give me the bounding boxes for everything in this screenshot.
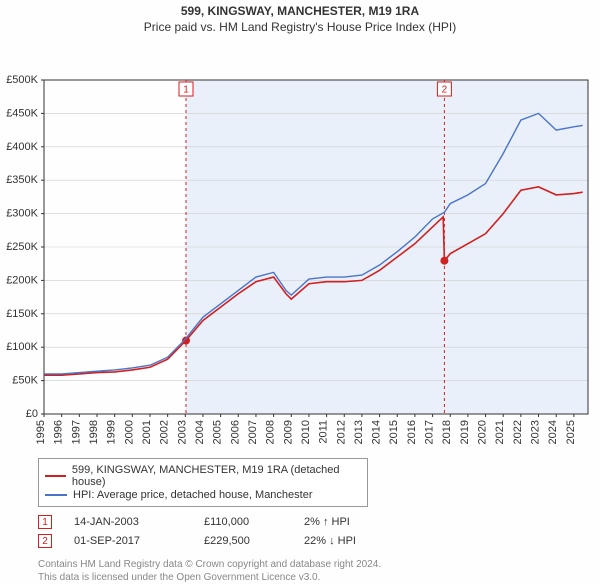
svg-text:2006: 2006 — [229, 420, 241, 444]
svg-text:£450K: £450K — [6, 107, 38, 119]
svg-text:2016: 2016 — [406, 420, 418, 444]
chart-title-address: 599, KINGSWAY, MANCHESTER, M19 1RA — [0, 4, 600, 18]
svg-text:2019: 2019 — [459, 420, 471, 444]
svg-text:2015: 2015 — [388, 420, 400, 444]
svg-text:£50K: £50K — [12, 375, 38, 387]
sale-delta: 22% ↓ HPI — [304, 535, 394, 547]
svg-text:£400K: £400K — [6, 141, 38, 153]
svg-text:£350K: £350K — [6, 174, 38, 186]
legend-row: HPI: Average price, detached house, Manc… — [45, 489, 361, 501]
svg-text:1995: 1995 — [35, 420, 47, 444]
svg-text:2004: 2004 — [194, 420, 206, 444]
svg-text:2025: 2025 — [565, 420, 577, 444]
svg-text:2023: 2023 — [530, 420, 542, 444]
svg-text:2009: 2009 — [282, 420, 294, 444]
chart-title-subtitle: Price paid vs. HM Land Registry's House … — [0, 20, 600, 34]
sale-date: 01-SEP-2017 — [74, 535, 204, 547]
sale-price: £110,000 — [204, 516, 304, 528]
svg-text:2: 2 — [442, 85, 448, 96]
svg-text:2007: 2007 — [247, 420, 259, 444]
footer-line2: This data is licensed under the Open Gov… — [38, 571, 600, 584]
sales-table: 1 14-JAN-2003£110,0002% ↑ HPI 2 01-SEP-2017… — [38, 515, 600, 548]
svg-text:2013: 2013 — [353, 420, 365, 444]
svg-text:2022: 2022 — [512, 420, 524, 444]
legend-label: HPI: Average price, detached house, Manc… — [73, 489, 313, 501]
svg-text:2024: 2024 — [547, 420, 559, 444]
svg-text:2000: 2000 — [123, 420, 135, 444]
svg-text:1998: 1998 — [88, 420, 100, 444]
sale-date: 14-JAN-2003 — [74, 516, 204, 528]
svg-text:2021: 2021 — [494, 420, 506, 444]
svg-text:1996: 1996 — [53, 420, 65, 444]
footer-attribution: Contains HM Land Registry data © Crown c… — [38, 558, 600, 584]
svg-text:£250K: £250K — [6, 241, 38, 253]
line-chart: £0 £50K £100K £150K £200K £250K £300K £350K £400… — [0, 34, 600, 452]
svg-text:£200K: £200K — [6, 274, 38, 286]
sale-badge: 2 — [38, 534, 52, 548]
svg-text:2002: 2002 — [159, 420, 171, 444]
svg-text:2001: 2001 — [141, 420, 153, 444]
sale-delta: 2% ↑ HPI — [304, 516, 394, 528]
legend-swatch — [45, 475, 66, 477]
svg-text:1997: 1997 — [70, 420, 82, 444]
svg-text:2005: 2005 — [212, 420, 224, 444]
svg-text:2012: 2012 — [335, 420, 347, 444]
chart-container: £0 £50K £100K £150K £200K £250K £300K £350K £400… — [0, 34, 600, 452]
legend-row: 599, KINGSWAY, MANCHESTER, M19 1RA (deta… — [45, 464, 361, 488]
svg-text:£100K: £100K — [6, 341, 38, 353]
svg-text:2014: 2014 — [371, 420, 383, 444]
svg-text:2008: 2008 — [265, 420, 277, 444]
svg-text:2020: 2020 — [477, 420, 489, 444]
svg-text:£300K: £300K — [6, 208, 38, 220]
legend: 599, KINGSWAY, MANCHESTER, M19 1RA (deta… — [38, 458, 368, 507]
sale-badge: 1 — [38, 515, 52, 529]
svg-text:£500K: £500K — [6, 74, 38, 86]
svg-text:1999: 1999 — [106, 420, 118, 444]
sale-row: 1 14-JAN-2003£110,0002% ↑ HPI — [38, 515, 600, 529]
svg-text:£150K: £150K — [6, 308, 38, 320]
legend-swatch — [45, 494, 67, 496]
svg-text:2003: 2003 — [176, 420, 188, 444]
sale-price: £229,500 — [204, 535, 304, 547]
svg-text:2010: 2010 — [300, 420, 312, 444]
legend-label: 599, KINGSWAY, MANCHESTER, M19 1RA (deta… — [72, 464, 361, 488]
sale-row: 2 01-SEP-2017£229,50022% ↓ HPI — [38, 534, 600, 548]
svg-text:2017: 2017 — [424, 420, 436, 444]
svg-text:2011: 2011 — [318, 420, 330, 444]
svg-text:2018: 2018 — [441, 420, 453, 444]
svg-text:1: 1 — [183, 85, 189, 96]
svg-text:£0: £0 — [26, 408, 38, 420]
